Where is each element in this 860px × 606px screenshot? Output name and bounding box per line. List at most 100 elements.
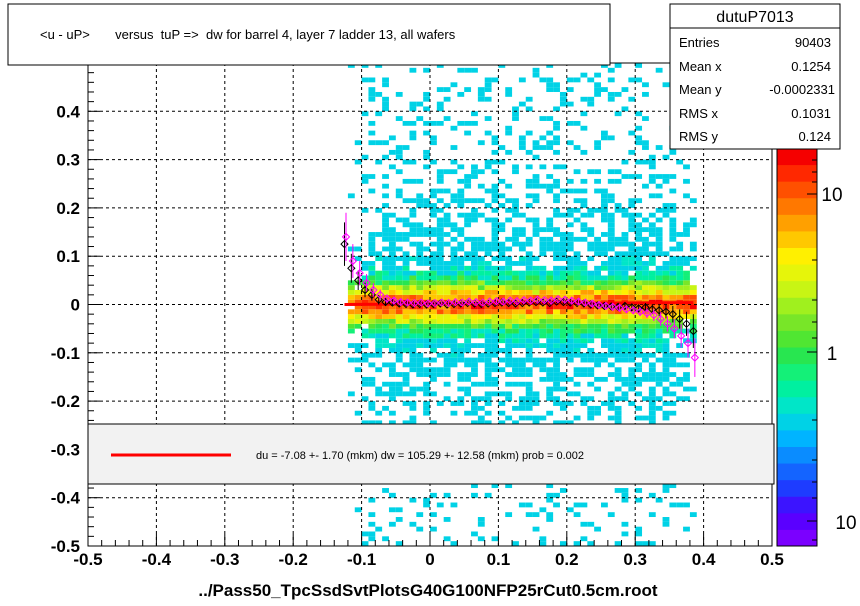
heat-cell <box>443 492 451 498</box>
heat-cell <box>525 280 533 286</box>
heat-cell <box>395 343 403 348</box>
heat-cell <box>648 159 656 165</box>
heat-cell <box>464 410 472 416</box>
heat-cell <box>430 314 437 319</box>
heat-cell <box>471 111 478 117</box>
heat-cell <box>628 280 636 286</box>
heat-cell <box>395 91 403 97</box>
profile-marker <box>689 326 698 336</box>
heat-cell <box>484 203 492 208</box>
heat-cell <box>368 362 376 368</box>
heat-cell <box>457 328 465 334</box>
heat-cell <box>683 386 690 392</box>
heat-cell <box>539 227 547 233</box>
heat-cell <box>491 536 499 542</box>
color-scale-swatch <box>777 529 817 547</box>
heat-cell <box>518 323 526 329</box>
heat-cell <box>354 367 362 373</box>
heat-cell <box>457 314 465 319</box>
heat-cell <box>498 275 506 281</box>
heat-cell <box>655 251 663 257</box>
heat-cell <box>662 261 670 266</box>
heat-cell <box>443 338 451 344</box>
heat-cell <box>436 188 444 194</box>
heat-cell <box>655 227 663 233</box>
heat-cell <box>573 207 581 213</box>
heat-cell <box>621 251 629 257</box>
profile-marker <box>533 295 542 304</box>
heat-cell <box>532 275 540 281</box>
heat-cell <box>430 159 437 165</box>
heat-cell <box>457 67 465 73</box>
heat-cell <box>416 290 424 295</box>
heat-cell <box>382 96 389 102</box>
heat-cell <box>587 405 595 411</box>
heat-cell <box>689 241 697 247</box>
heat-cell <box>621 265 629 271</box>
heat-cell <box>471 275 478 281</box>
heat-cell <box>505 415 513 421</box>
heat-cell <box>464 309 472 315</box>
heat-cell <box>430 135 437 141</box>
heat-cell <box>676 352 684 358</box>
heat-cell <box>662 338 670 344</box>
heat-cell <box>464 290 472 295</box>
heat-cell <box>566 304 574 310</box>
heat-cell <box>354 256 362 262</box>
heat-cell <box>388 410 396 416</box>
heat-cell <box>546 338 554 344</box>
heat-cell <box>573 198 581 204</box>
heat-cell <box>368 120 376 126</box>
fit-legend: du = -7.08 +- 1.70 (mkm) dw = 105.29 +- … <box>87 423 775 485</box>
heat-cell <box>614 318 622 324</box>
heat-cell <box>683 526 690 532</box>
heat-cell <box>525 381 533 387</box>
heat-cell <box>525 130 533 136</box>
heat-cell <box>375 91 383 97</box>
heat-cell <box>361 381 369 387</box>
heat-cell <box>683 285 690 291</box>
heat-cell <box>382 222 389 228</box>
heat-cell <box>395 323 403 329</box>
heat-cell <box>607 323 615 329</box>
heat-cell <box>553 290 560 295</box>
heat-cell <box>457 256 465 262</box>
heat-cell <box>662 376 670 382</box>
heat-cell <box>546 275 554 281</box>
heat-cell <box>484 381 492 387</box>
heat-cell <box>464 347 472 353</box>
heat-cell <box>580 323 588 329</box>
heat-cell <box>559 352 567 358</box>
heat-cell <box>635 526 643 532</box>
heat-cell <box>587 275 595 281</box>
heat-cell <box>635 497 643 503</box>
heat-cell <box>532 401 540 406</box>
heat-cell <box>430 232 437 237</box>
heat-cell <box>587 410 595 416</box>
heat-cell <box>512 111 519 117</box>
heat-cell <box>498 294 506 300</box>
heat-cell <box>525 251 533 257</box>
heat-cell <box>539 275 547 281</box>
heat-cell <box>573 338 581 344</box>
heat-cell <box>676 396 684 402</box>
heat-cell <box>423 343 430 348</box>
heat-cell <box>546 294 554 300</box>
heat-cell <box>416 193 424 199</box>
heat-cell <box>662 270 670 276</box>
heat-cell <box>436 323 444 329</box>
heat-cell <box>464 265 472 271</box>
heat-cell <box>614 309 622 315</box>
heat-cell <box>347 391 355 397</box>
heat-cell <box>594 178 601 184</box>
heat-cell <box>601 275 608 281</box>
heat-cell <box>635 381 643 387</box>
heat-cell <box>662 521 670 527</box>
heat-cell <box>669 285 677 291</box>
heat-cell <box>443 314 451 319</box>
heat-cell <box>580 261 588 266</box>
heat-cell <box>614 294 622 300</box>
heat-cell <box>457 261 465 266</box>
heat-cell <box>546 497 554 503</box>
heat-cell <box>539 265 547 271</box>
